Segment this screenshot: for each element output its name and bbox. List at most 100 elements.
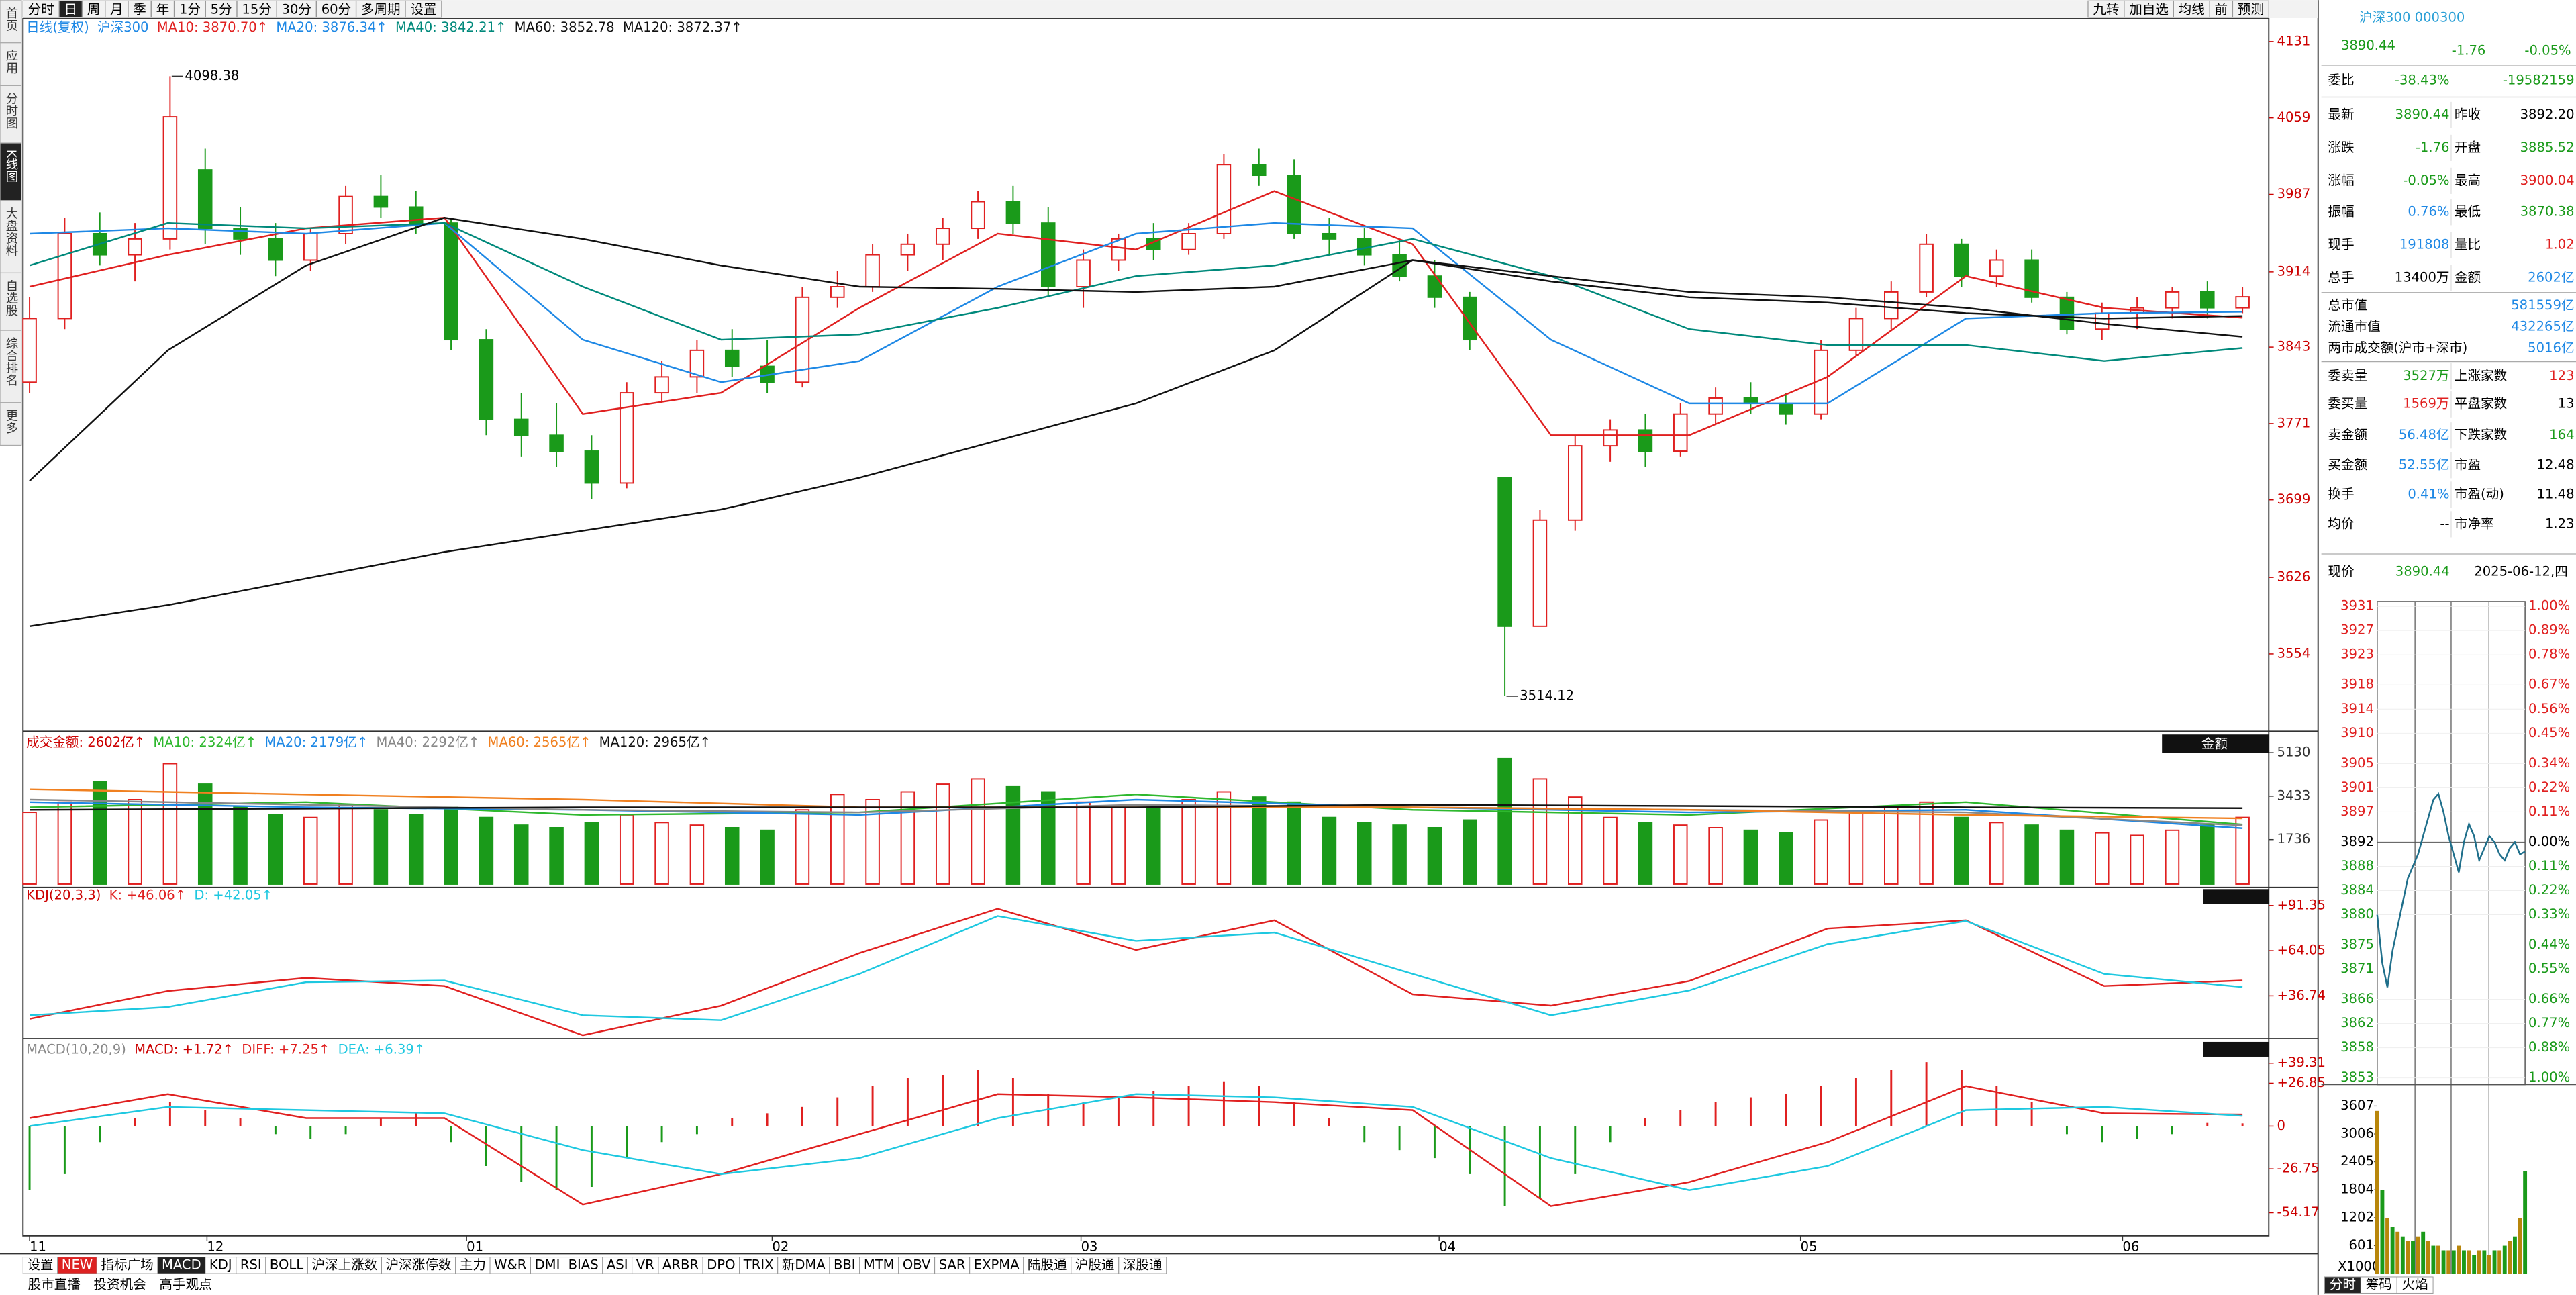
tool-button[interactable]: 前	[2214, 1, 2228, 17]
period-tab[interactable]: 1分	[179, 1, 201, 17]
bottom-link[interactable]: 股市直播	[28, 1277, 81, 1292]
intraday-vol-bar	[2467, 1250, 2471, 1274]
quote-label: 量比	[2455, 236, 2481, 252]
period-tab[interactable]: 15分	[242, 1, 272, 17]
indicator-tab[interactable]: TRIX	[743, 1257, 774, 1272]
side-tab[interactable]: 筹码	[2366, 1277, 2392, 1292]
side-tab[interactable]: 火焰	[2402, 1277, 2428, 1292]
sidebar-tab[interactable]: K线图	[4, 150, 18, 183]
period-tab[interactable]: 60分	[321, 1, 352, 17]
tool-button[interactable]: 九转	[2093, 1, 2119, 17]
indicator-tab[interactable]: MTM	[864, 1257, 895, 1272]
intraday-vol-bar	[2477, 1250, 2481, 1274]
tool-button[interactable]: 加自选	[2129, 1, 2169, 17]
period-tab[interactable]: 日	[64, 1, 77, 17]
indicator-tab[interactable]: ARBR	[662, 1257, 699, 1272]
indicator-tab[interactable]: 沪深涨停数	[386, 1257, 452, 1272]
quote-title: 沪深300 000300	[2359, 10, 2465, 26]
intraday-price-label: 3880	[2340, 906, 2374, 922]
vol-tick-label: 3006	[2340, 1126, 2374, 1141]
indicator-tab[interactable]: EXPMA	[974, 1257, 1020, 1272]
quote-value: 432265亿	[2511, 319, 2574, 334]
volume-bar	[1356, 822, 1372, 885]
y-tick-label: 3843	[2277, 339, 2311, 354]
sidebar-tab[interactable]: 大盘资料	[4, 207, 18, 256]
x-tick-label: 02	[772, 1239, 789, 1254]
period-tab[interactable]: 周	[87, 1, 101, 17]
indicator-tab[interactable]: DMI	[535, 1257, 560, 1272]
extreme-label: 4098.38	[185, 68, 239, 83]
sidebar-tab[interactable]: 自选股	[4, 279, 18, 316]
period-tab[interactable]: 设置	[410, 1, 436, 17]
quote-value: 1.02	[2545, 236, 2575, 252]
intraday-pct-label: 0.45%	[2528, 725, 2570, 740]
quote-change: -1.76	[2452, 42, 2486, 58]
indicator-tab[interactable]: 沪股通	[1075, 1257, 1115, 1272]
side-tab[interactable]: 分时	[2330, 1277, 2356, 1292]
indicator-tab[interactable]: 深股通	[1123, 1257, 1162, 1272]
tool-button[interactable]: 预测	[2238, 1, 2264, 17]
quote-value: 3885.52	[2520, 140, 2575, 155]
indicator-tab[interactable]: 新DMA	[782, 1257, 826, 1272]
indicator-tab[interactable]: BIAS	[568, 1257, 599, 1272]
indicator-tab[interactable]: 设置	[27, 1257, 53, 1272]
tool-button[interactable]: 均线	[2179, 1, 2205, 17]
volume-bar	[1743, 829, 1758, 885]
period-tab[interactable]: 季	[133, 1, 146, 17]
volume-bar	[1427, 826, 1442, 885]
legend-entry: MA40: 2292亿↑	[376, 734, 479, 750]
sidebar-tab[interactable]: 应用	[4, 50, 18, 75]
volume-bar	[1005, 785, 1021, 885]
volume-bar	[197, 783, 213, 885]
indicator-tab[interactable]: 主力	[460, 1257, 486, 1272]
period-tab[interactable]: 年	[156, 1, 170, 17]
indicator-tab[interactable]: 指标广场	[101, 1257, 153, 1272]
intraday-pct-label: 1.00%	[2528, 1069, 2570, 1085]
legend-entry: D: +42.05↑	[194, 888, 273, 903]
candle-body	[233, 228, 248, 240]
x-tick-label: 12	[207, 1239, 224, 1254]
volume-bar	[303, 816, 318, 885]
indicator-tab[interactable]: VR	[636, 1257, 654, 1272]
intraday-vol-bar	[2385, 1218, 2389, 1274]
indicator-tab[interactable]: ASI	[607, 1257, 628, 1272]
volume-bar	[1251, 796, 1267, 885]
sidebar-tab[interactable]: 分时图	[4, 92, 18, 129]
indicator-tab[interactable]: BOLL	[270, 1257, 303, 1272]
indicator-tab[interactable]: 沪深上涨数	[311, 1257, 377, 1272]
period-tab[interactable]: 多周期	[361, 1, 401, 17]
volume-bar	[233, 806, 248, 885]
period-tab[interactable]: 月	[110, 1, 123, 17]
indicator-tab[interactable]: DPO	[707, 1257, 735, 1272]
volume-bar	[1814, 819, 1828, 885]
indicator-tab[interactable]: NEW	[62, 1257, 93, 1272]
intraday-vol-bar	[2400, 1236, 2405, 1274]
sidebar-tab[interactable]: 综合排名	[4, 337, 18, 386]
intraday-price-label: 3892	[2340, 834, 2374, 849]
volume-bar	[619, 814, 634, 885]
sidebar-tab[interactable]: 更多	[4, 410, 18, 434]
indicator-tab[interactable]: SAR	[939, 1257, 966, 1272]
x-tick-label: 01	[466, 1239, 483, 1254]
toolbar-bg	[0, 0, 2318, 19]
indicator-tab[interactable]: KDJ	[209, 1257, 232, 1272]
bottom-link[interactable]: 高手观点	[159, 1277, 211, 1292]
quote-value: 3527万	[2403, 368, 2449, 383]
indicator-tab[interactable]: BBI	[834, 1257, 856, 1272]
badge[interactable]: 金额	[2201, 736, 2228, 751]
sidebar-tab[interactable]: 首页	[4, 7, 18, 32]
indicator-tab[interactable]: W&R	[494, 1257, 527, 1272]
bottom-link[interactable]: 投资机会	[94, 1277, 146, 1292]
volume-bar	[408, 814, 424, 885]
indicator-tab[interactable]: 陆股通	[1028, 1257, 1067, 1272]
period-tab[interactable]: 30分	[282, 1, 312, 17]
intraday-vol-bar	[2416, 1236, 2420, 1274]
now-label: 现价	[2328, 563, 2354, 579]
volume-bar	[935, 783, 950, 885]
indicator-tab[interactable]: MACD	[162, 1257, 201, 1272]
period-tab[interactable]: 分时	[28, 1, 54, 17]
indicator-tab[interactable]: OBV	[903, 1257, 931, 1272]
intraday-pct-label: 0.11%	[2528, 804, 2570, 819]
period-tab[interactable]: 5分	[211, 1, 232, 17]
indicator-tab[interactable]: RSI	[240, 1257, 262, 1272]
